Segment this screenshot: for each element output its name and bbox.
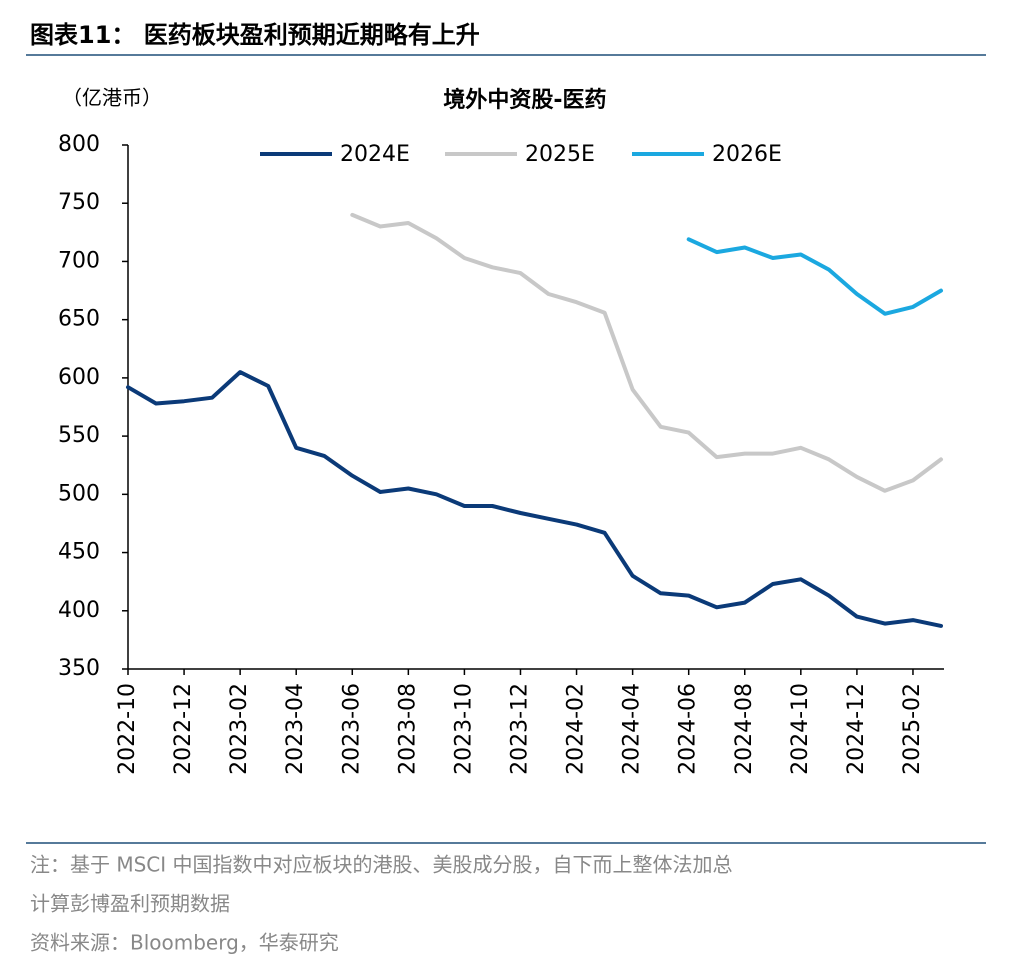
x-tick-label: 2024-06 [676,683,701,775]
x-tick-label: 2024-12 [844,683,869,775]
x-tick-label: 2023-04 [283,683,308,775]
header-title: 图表11： 医药板块盈利预期近期略有上升 [30,21,480,49]
y-tick-label: 450 [58,540,100,565]
series-line [126,370,943,628]
x-tick-label: 2023-12 [507,683,532,775]
legend-label: 2025E [525,142,595,167]
footer-source: 资料来源：Bloomberg，华泰研究 [30,931,339,955]
y-tick-label: 400 [58,598,100,623]
x-tick-label: 2024-04 [620,683,645,775]
x-tick-label: 2024-02 [564,683,589,775]
series-line [686,237,943,316]
x-tick-label: 2022-10 [115,683,140,775]
y-tick-label: 650 [58,307,100,332]
y-tick-label: 750 [58,190,100,215]
series-line [350,212,943,493]
y-tick-label: 550 [58,423,100,448]
x-tick-label: 2022-12 [171,683,196,775]
x-tick-label: 2023-10 [451,683,476,775]
y-tick-label: 350 [58,656,100,681]
y-tick-label: 600 [58,365,100,390]
y-tick-label: 500 [58,481,100,506]
x-tick-label: 2025-02 [900,683,925,775]
y-axis-label: （亿港币） [62,86,162,110]
x-tick-label: 2024-08 [732,683,757,775]
x-tick-label: 2023-08 [395,683,420,775]
chart-title: 境外中资股-医药 [443,87,606,113]
legend-label: 2024E [340,142,410,167]
footer-note: 注：基于 MSCI 中国指数中对应板块的港股、美股成分股，自下而上整体法加总 [30,853,733,877]
x-tick-label: 2023-06 [339,683,364,775]
footer-note: 计算彭博盈利预期数据 [30,892,230,916]
x-tick-label: 2023-02 [227,683,252,775]
y-tick-label: 700 [58,248,100,273]
x-tick-label: 2024-10 [788,683,813,775]
legend-label: 2026E [712,142,782,167]
y-tick-label: 800 [58,132,100,157]
